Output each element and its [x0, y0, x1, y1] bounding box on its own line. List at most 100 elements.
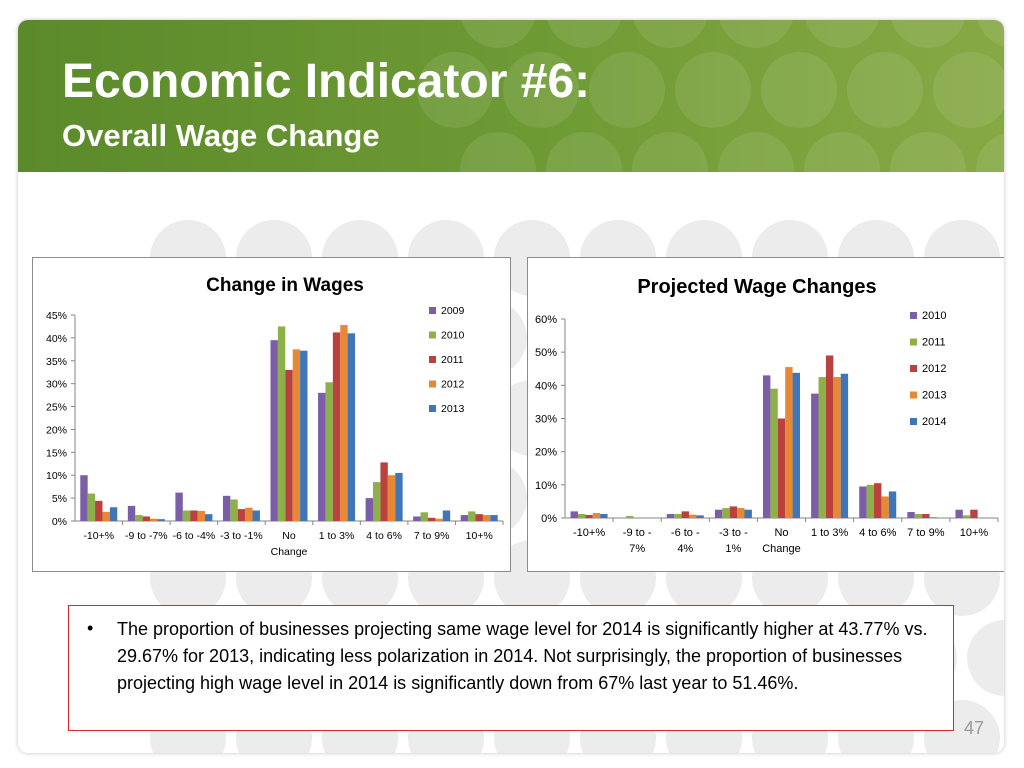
bar-2010-2 — [666, 514, 675, 518]
x-tick-label: -6 to - — [671, 527, 700, 539]
decor-circle — [632, 132, 708, 172]
bar-2014-0 — [600, 514, 608, 518]
legend-swatch — [429, 356, 436, 363]
x-tick-label: Change — [762, 543, 801, 555]
decor-circle — [633, 20, 707, 48]
bar-2010-5 — [325, 382, 333, 521]
projected-wage-changes-chart: Projected Wage Changes 0% 10% 20% 30% 40% 50% 6… — [527, 257, 1004, 572]
banner-circle-pattern — [417, 20, 1004, 172]
legend-swatch — [910, 391, 917, 399]
bar-2012-4 — [292, 349, 301, 521]
legend-label: 2009 — [441, 305, 465, 317]
bar-2011-4 — [770, 388, 778, 518]
x-tick-label: 10+% — [466, 530, 493, 542]
legend-swatch — [910, 338, 917, 346]
chart-title: Change in Wages — [206, 275, 364, 296]
bar-2013-0 — [109, 507, 118, 521]
bar-2013-6 — [395, 472, 403, 521]
bar-2012-1 — [150, 518, 158, 521]
x-tick-label: 4 to 6% — [859, 527, 897, 539]
bar-2009-6 — [365, 498, 374, 521]
bar-2010-8 — [955, 509, 963, 518]
slide-title: Economic Indicator #6: — [62, 55, 591, 108]
bar-2009-8 — [460, 515, 469, 521]
x-tick-label: No — [282, 530, 296, 542]
bar-2011-5 — [332, 332, 341, 521]
x-tick-label: 4% — [677, 543, 693, 555]
bar-2009-3 — [222, 495, 231, 521]
legend-swatch — [429, 380, 436, 388]
bar-2012-6 — [387, 475, 396, 521]
bar-2011-2 — [190, 510, 198, 521]
slide: Economic Indicator #6: Overall Wage Chan… — [18, 20, 1004, 753]
bar-2014-3 — [744, 509, 752, 518]
x-tick-label: No — [774, 527, 788, 539]
bar-2011-3 — [722, 508, 730, 518]
bar-2011-0 — [577, 514, 586, 518]
bar-2010-1 — [135, 515, 143, 521]
decor-circle — [460, 132, 536, 172]
y-tick-label: 0% — [541, 513, 557, 525]
x-tick-label: -9 to - — [623, 527, 652, 539]
bar-2011-5 — [818, 377, 826, 518]
x-tick-label: -3 to - — [719, 527, 748, 539]
bar-2011-3 — [237, 509, 246, 521]
y-tick-label: 30% — [46, 379, 67, 391]
bar-2013-6 — [881, 496, 889, 518]
legend-label: 2011 — [922, 337, 946, 349]
legend-label: 2011 — [441, 354, 464, 366]
bar-2011-7 — [427, 517, 436, 521]
decor-circle — [847, 52, 923, 128]
decor-circle — [719, 20, 793, 48]
decor-circle — [805, 20, 879, 48]
decor-circle — [977, 20, 1004, 47]
decor-circle — [933, 52, 1004, 128]
bar-2012-3 — [729, 506, 738, 518]
bar-2010-3 — [230, 499, 238, 521]
decor-circle — [967, 620, 1004, 696]
bar-2011-0 — [95, 500, 103, 521]
bar-2012-4 — [777, 418, 786, 518]
y-tick-label: 50% — [535, 347, 557, 359]
bar-2011-1 — [626, 516, 634, 518]
bar-2012-0 — [585, 515, 593, 518]
bar-2013-5 — [833, 377, 841, 518]
y-tick-label: 10% — [46, 470, 67, 482]
legend-label: 2012 — [922, 363, 946, 375]
bar-2010-7 — [907, 512, 915, 518]
bar-2010-3 — [714, 509, 723, 518]
bar-2010-2 — [182, 510, 191, 521]
legend-swatch — [429, 405, 436, 412]
bar-2010-6 — [373, 482, 381, 521]
decor-circle — [804, 132, 880, 172]
bar-2010-6 — [859, 486, 867, 518]
bar-2009-7 — [413, 516, 421, 521]
projected-wage-changes-plot: Projected Wage Changes 0% 10% 20% 30% 40% 50% 6… — [535, 276, 999, 555]
decor-circle — [718, 132, 794, 172]
bar-2013-2 — [688, 514, 697, 518]
decor-circle — [976, 133, 1004, 172]
bar-2013-3 — [737, 508, 745, 518]
bar-2011-4 — [285, 369, 293, 521]
legend-swatch — [910, 312, 917, 319]
chart-title: Projected Wage Changes — [637, 276, 876, 298]
x-tick-label: 1 to 3% — [811, 527, 849, 539]
bar-2012-8 — [482, 515, 491, 521]
bullet-marker: • — [87, 618, 94, 638]
x-tick-label: -3 to -1% — [220, 530, 263, 542]
commentary-text: The proportion of businesses projecting … — [117, 619, 928, 693]
x-tick-label: 7 to 9% — [907, 527, 945, 539]
title-banner: Economic Indicator #6: Overall Wage Chan… — [18, 20, 1004, 172]
y-tick-label: 10% — [535, 480, 557, 492]
x-tick-label: -10+% — [83, 530, 114, 542]
bar-2011-1 — [142, 516, 151, 521]
x-tick-label: 7 to 9% — [414, 530, 450, 542]
bar-2009-4 — [270, 340, 278, 521]
commentary-box: • The proportion of businesses projectin… — [68, 605, 954, 731]
bar-2010-0 — [87, 493, 96, 521]
y-tick-label: 60% — [535, 314, 557, 326]
y-tick-label: 30% — [535, 414, 557, 426]
bar-2009-5 — [318, 392, 326, 521]
bar-2011-8 — [962, 515, 971, 518]
bar-2013-4 — [300, 350, 308, 521]
